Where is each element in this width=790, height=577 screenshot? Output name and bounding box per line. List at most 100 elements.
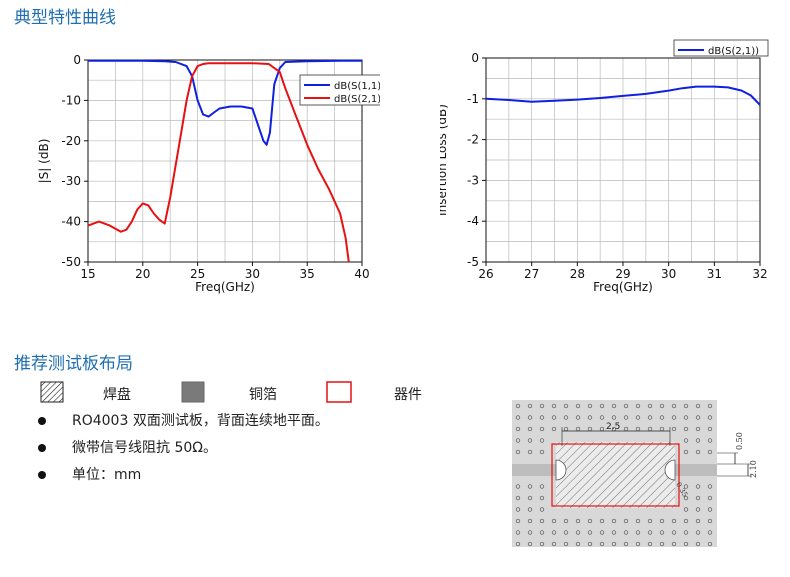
x-axis-title: Freq(GHz) <box>593 280 653 294</box>
via <box>515 507 521 512</box>
via <box>587 403 593 409</box>
legend-device-label: 器件 <box>394 387 422 403</box>
via <box>683 426 689 432</box>
via-grid <box>515 403 713 547</box>
bullet-icon <box>38 471 46 479</box>
via <box>707 507 713 512</box>
via <box>683 484 689 489</box>
pad-notch-right <box>664 459 676 481</box>
via <box>527 495 533 501</box>
via <box>623 415 629 420</box>
x-tick-label: 35 <box>300 267 315 281</box>
y-axis-title: Insertion Loss (dB) <box>440 104 449 216</box>
y-tick-label: -3 <box>467 173 479 187</box>
via <box>515 438 521 443</box>
y-tick-label: -4 <box>467 214 479 228</box>
via <box>527 449 533 455</box>
via <box>599 403 605 409</box>
via <box>635 415 641 420</box>
via <box>563 530 569 535</box>
via <box>683 530 689 535</box>
via <box>707 438 713 443</box>
via <box>707 403 713 409</box>
via <box>671 415 677 420</box>
section-title-layout: 推荐测试板布局 <box>14 354 133 374</box>
via <box>527 518 533 524</box>
via <box>611 530 617 535</box>
via <box>599 541 605 547</box>
via <box>695 530 701 535</box>
via <box>563 518 569 524</box>
via <box>551 530 557 535</box>
via <box>575 518 581 524</box>
via <box>563 541 569 547</box>
pad-hatch <box>556 442 675 508</box>
via <box>551 403 557 409</box>
via <box>527 415 533 420</box>
dimension-spacing-label: 0.50 <box>735 432 744 450</box>
x-tick-label: 29 <box>615 267 630 281</box>
via <box>707 449 713 455</box>
via <box>539 495 545 501</box>
via <box>515 484 521 489</box>
x-tick-label: 25 <box>190 267 205 281</box>
via <box>539 541 545 547</box>
plot-frame <box>87 59 363 263</box>
y-tick-label: -40 <box>61 215 81 229</box>
via <box>695 438 701 443</box>
x-tick-label: 30 <box>661 267 676 281</box>
via <box>563 403 569 409</box>
x-tick-label: 15 <box>80 267 95 281</box>
y-tick-label: 0 <box>471 51 479 65</box>
y-tick-label: -2 <box>467 133 479 147</box>
via <box>635 403 641 409</box>
via <box>539 438 545 443</box>
via <box>623 530 629 535</box>
bullet-icon <box>38 444 46 452</box>
via <box>539 403 545 409</box>
via <box>587 541 593 547</box>
via <box>695 518 701 524</box>
x-tick-label: 28 <box>570 267 585 281</box>
series-line <box>88 59 362 146</box>
via <box>695 403 701 409</box>
via <box>623 518 629 524</box>
via <box>683 438 689 443</box>
via <box>683 415 689 420</box>
via <box>707 415 713 420</box>
via <box>551 518 557 524</box>
bullet-icon <box>38 417 46 425</box>
via <box>515 530 521 535</box>
via <box>587 530 593 535</box>
bullet-text: RO4003 双面测试板，背面连续地平面。 <box>72 413 329 429</box>
x-tick-label: 27 <box>524 267 539 281</box>
via <box>515 541 521 547</box>
x-axis-title: Freq(GHz) <box>195 280 255 294</box>
via <box>587 518 593 524</box>
via <box>707 484 713 489</box>
legend-device-swatch <box>326 381 352 407</box>
via <box>527 438 533 443</box>
via <box>539 484 545 489</box>
x-tick-label: 31 <box>707 267 722 281</box>
y-tick-label: -5 <box>467 255 479 269</box>
via <box>683 507 689 512</box>
list-item: RO4003 双面测试板，背面连续地平面。 <box>38 410 329 430</box>
bullet-text: 单位：mm <box>72 467 142 483</box>
via <box>527 484 533 489</box>
via <box>611 415 617 420</box>
via <box>635 518 641 524</box>
via <box>515 426 521 432</box>
y-tick-label: -1 <box>467 92 479 106</box>
legend-label: dB(S(2,1)) <box>334 94 380 105</box>
via <box>647 530 653 535</box>
dimension-width-label: 2.5 <box>606 422 620 432</box>
via <box>683 449 689 455</box>
dimension-line-width-label: 2.10 <box>749 460 758 478</box>
x-tick-label: 20 <box>135 267 150 281</box>
list-item: 微带信号线阻抗 50Ω。 <box>38 437 217 457</box>
via <box>527 530 533 535</box>
via <box>527 541 533 547</box>
via <box>611 541 617 547</box>
via <box>707 495 713 501</box>
